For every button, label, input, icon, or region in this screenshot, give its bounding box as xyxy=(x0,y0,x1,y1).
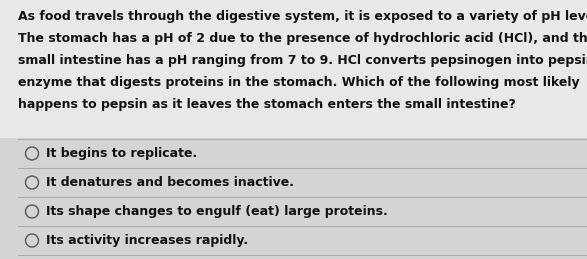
Text: small intestine has a pH ranging from 7 to 9. HCl converts pepsinogen into pepsi: small intestine has a pH ranging from 7 … xyxy=(18,54,587,67)
Text: Its shape changes to engulf (eat) large proteins.: Its shape changes to engulf (eat) large … xyxy=(46,205,388,218)
Text: happens to pepsin as it leaves the stomach enters the small intestine?: happens to pepsin as it leaves the stoma… xyxy=(18,98,516,111)
Text: The stomach has a pH of 2 due to the presence of hydrochloric acid (HCl), and th: The stomach has a pH of 2 due to the pre… xyxy=(18,32,587,45)
Text: enzyme that digests proteins in the stomach. Which of the following most likely: enzyme that digests proteins in the stom… xyxy=(18,76,579,89)
Text: It denatures and becomes inactive.: It denatures and becomes inactive. xyxy=(46,176,295,189)
Bar xyxy=(0,138,587,259)
Text: Its activity increases rapidly.: Its activity increases rapidly. xyxy=(46,234,249,247)
Bar xyxy=(0,0,587,138)
Text: As food travels through the digestive system, it is exposed to a variety of pH l: As food travels through the digestive sy… xyxy=(18,10,587,23)
Text: It begins to replicate.: It begins to replicate. xyxy=(46,147,198,160)
